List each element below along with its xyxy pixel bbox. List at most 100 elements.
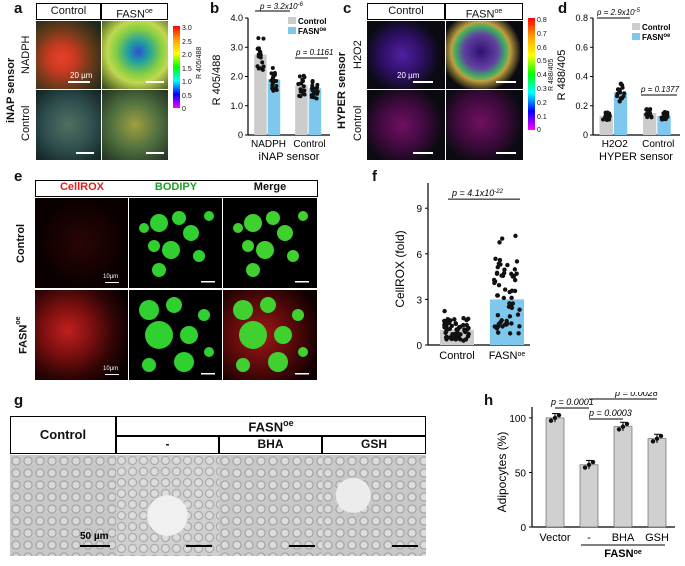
data-point xyxy=(256,46,261,51)
x-tick-label: BHA xyxy=(612,532,635,544)
scale-bar-label: 20 µm xyxy=(397,71,420,80)
x-axis-label: HYPER sensor xyxy=(599,151,673,163)
data-point xyxy=(302,88,307,93)
legend-label: Control xyxy=(298,17,326,26)
data-point xyxy=(502,322,508,327)
p-value: p = 0.1161 xyxy=(295,48,333,57)
data-point xyxy=(447,326,453,332)
legend-label: FASNoe xyxy=(298,27,327,36)
data-point xyxy=(458,324,463,330)
image-e-fasn-bodipy xyxy=(129,290,222,380)
scale-bar xyxy=(392,545,418,547)
row-label-h2o2: H2O2 xyxy=(352,40,364,70)
data-point xyxy=(516,331,521,336)
x-tick-label: GSH xyxy=(645,532,669,544)
data-point xyxy=(647,108,652,113)
y-tick-label: 50 xyxy=(515,468,527,479)
scale-bar xyxy=(146,81,164,83)
image-e-fasn-cellrox: 10µm xyxy=(35,290,128,380)
image-g-gsh xyxy=(322,455,426,556)
x-tick-label: H2O2 xyxy=(602,139,629,150)
image-c-control-control xyxy=(367,90,445,160)
colorbar-c-ticks: 0.8 0.7 0.6 0.5 0.4 0.3 0.2 0.1 0 xyxy=(537,17,547,135)
data-point xyxy=(309,93,314,98)
lipid-droplets-merge xyxy=(233,211,309,283)
group-label: FASNoe xyxy=(604,548,642,560)
colorbar-a xyxy=(173,26,180,108)
data-point xyxy=(442,318,447,324)
data-point xyxy=(270,66,275,71)
data-point xyxy=(512,288,518,294)
image-a-control-nadph: 20 µm xyxy=(36,21,101,89)
data-point xyxy=(315,89,320,94)
header-fasn-g: FASNoe xyxy=(248,418,294,435)
data-point xyxy=(501,295,507,301)
data-point xyxy=(509,271,514,277)
chart-b: 0 1.0 2.0 3.0 4.0 NADPH Control R 405/488 iNAP s… xyxy=(211,2,333,163)
data-point xyxy=(499,273,504,278)
y-tick-label: 0 xyxy=(238,130,243,140)
lipid-droplets-merge xyxy=(233,297,309,375)
side-label-hyper: HYPER sensor xyxy=(336,51,348,129)
data-point xyxy=(618,81,623,86)
data-point xyxy=(274,87,279,92)
sub-header-box-1 xyxy=(116,436,219,454)
p-value: p = 0.0001 xyxy=(550,397,594,407)
y-tick-label: 0 xyxy=(583,130,588,140)
data-point xyxy=(464,317,469,323)
data-point xyxy=(514,271,519,276)
sub-header-box-2 xyxy=(219,436,322,454)
image-c-control-h2o2: 20 µm xyxy=(367,21,445,89)
data-point xyxy=(504,318,509,324)
data-point xyxy=(310,80,315,85)
scale-bar xyxy=(68,81,90,83)
image-g-control: 50 µm xyxy=(10,455,116,556)
image-c-fasn-control xyxy=(446,90,523,160)
data-point xyxy=(261,64,266,69)
data-point xyxy=(497,240,502,245)
legend-swatch xyxy=(632,33,640,40)
data-point xyxy=(496,322,501,327)
data-point xyxy=(449,336,454,342)
data-point xyxy=(274,83,279,88)
scale-bar xyxy=(186,545,212,547)
data-point xyxy=(443,322,449,327)
data-point xyxy=(621,94,626,99)
header-cellrox: CellROX xyxy=(59,181,104,193)
data-point xyxy=(502,287,508,292)
data-point xyxy=(517,307,522,312)
data-point xyxy=(271,88,276,93)
p-value: p = 0.0028 xyxy=(614,392,658,398)
y-tick-label: 100 xyxy=(509,414,526,425)
scale-bar xyxy=(413,81,433,83)
sub-header-none: - xyxy=(165,437,170,451)
data-point xyxy=(256,54,261,59)
data-point xyxy=(508,304,514,309)
image-g-fasn xyxy=(116,455,219,556)
image-e-control-merge xyxy=(223,198,317,288)
sub-header-gsh: GSH xyxy=(360,437,387,451)
data-point xyxy=(495,312,501,318)
data-point xyxy=(458,332,463,337)
y-axis-label: R 488/405 xyxy=(556,50,568,101)
data-point xyxy=(590,459,596,465)
data-point xyxy=(658,433,664,439)
data-point xyxy=(515,312,521,317)
image-a-fasn-nadph xyxy=(102,21,168,89)
row-label-control-e: Control xyxy=(15,223,27,263)
data-point xyxy=(556,412,562,418)
data-point xyxy=(310,83,315,88)
scale-bar xyxy=(105,374,119,375)
row-label-control-a: Control xyxy=(20,105,32,141)
x-tick-label: FASNoe xyxy=(489,350,526,362)
x-tick-label: - xyxy=(587,532,591,544)
data-point xyxy=(258,66,263,71)
data-point xyxy=(624,421,630,427)
legend-swatch xyxy=(288,27,296,34)
image-c-fasn-h2o2 xyxy=(446,21,523,89)
bar xyxy=(267,79,281,135)
y-tick-label: 0.6 xyxy=(575,42,588,52)
colorbar-a-ticks: 3.0 2.5 2.0 1.5 1.0 0.5 0 xyxy=(182,25,192,113)
data-point xyxy=(509,295,514,300)
data-point xyxy=(603,110,608,115)
